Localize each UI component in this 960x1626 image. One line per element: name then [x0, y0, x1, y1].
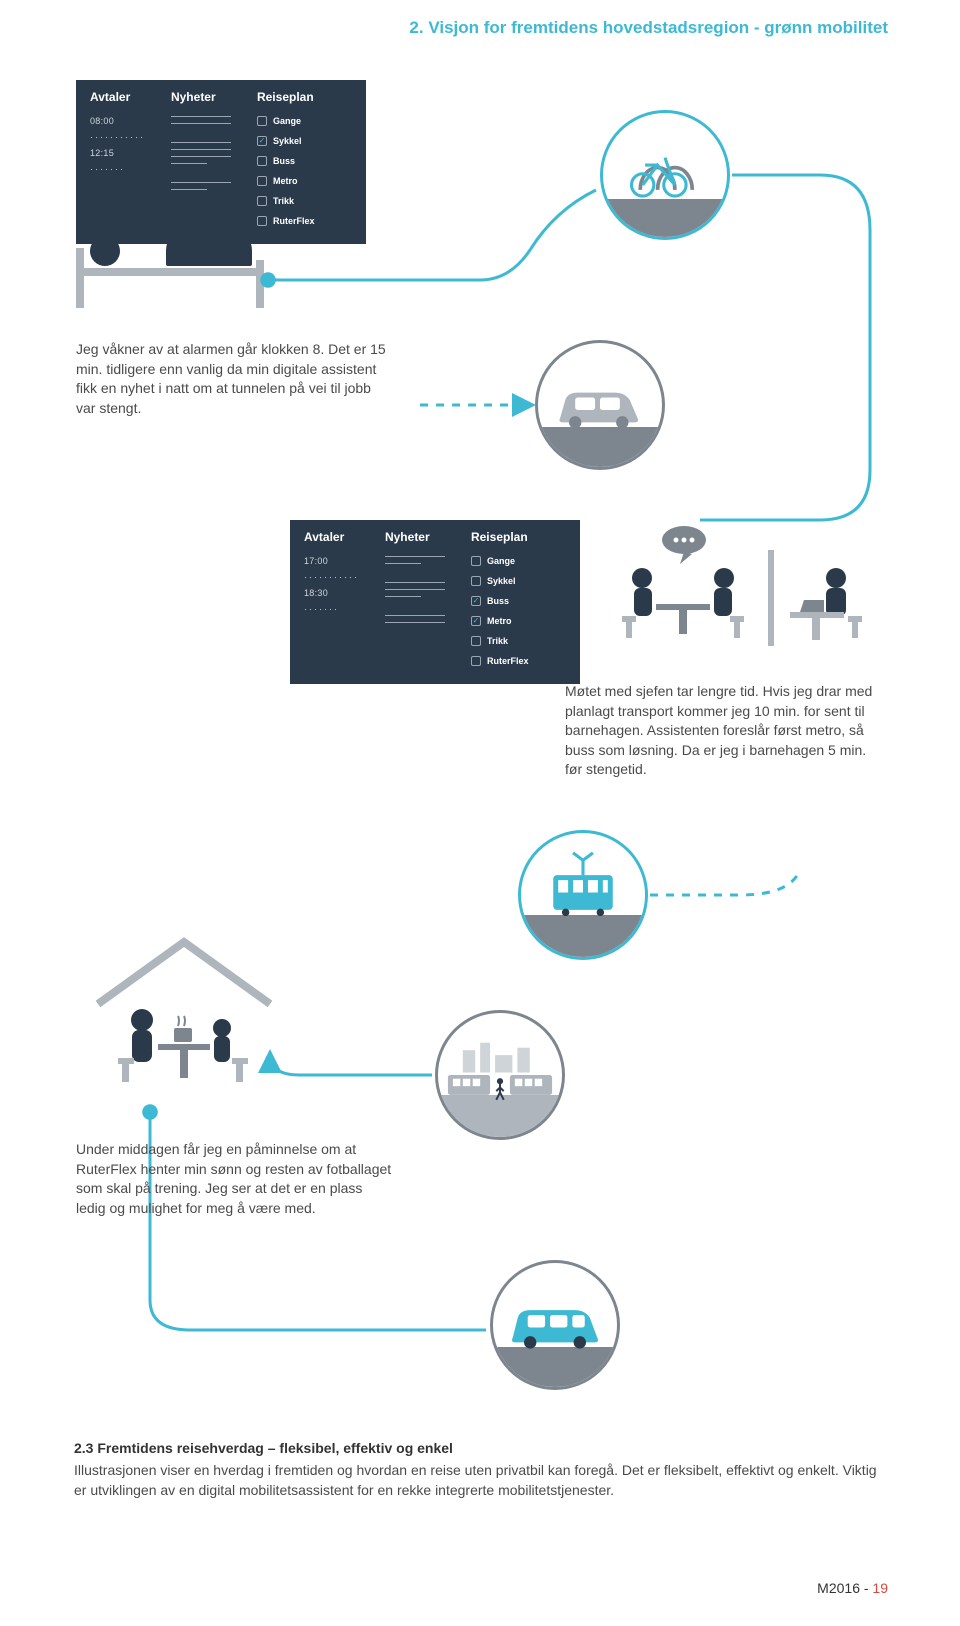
checkbox-icon [257, 176, 267, 186]
car-grey-icon [535, 340, 665, 470]
checkbox-icon [471, 656, 481, 666]
checkbox-icon [257, 216, 267, 226]
plan-item: Gange [471, 556, 529, 566]
minivan-blue-icon [490, 1260, 620, 1390]
footer-heading: 2.3 Fremtidens reisehverdag – fleksibel,… [74, 1440, 453, 1456]
avtaler-time-1: 17:00 [304, 556, 359, 566]
page-title: 2. Visjon for fremtidens hovedstadsregio… [0, 0, 960, 38]
panel1-col-avtaler: Avtaler 08:00 ··········· 12:15 ······· [90, 90, 145, 230]
narrative-morning: Jeg våkner av at alarmen går klokken 8. … [76, 340, 392, 418]
col-header-reiseplan: Reiseplan [471, 530, 529, 544]
plan-item: Metro [257, 176, 315, 186]
plan-item: ✓ Sykkel [257, 136, 315, 146]
panel1-col-reiseplan: Reiseplan Gange ✓ Sykkel Buss Metro Trikk Rute… [257, 90, 315, 230]
plan-item: RuterFlex [471, 656, 529, 666]
plan-item: ✓ Buss [471, 596, 529, 606]
footer-body: Illustrasjonen viser en hverdag i fremti… [74, 1460, 888, 1501]
pagenum-value: 19 [872, 1580, 888, 1596]
plan-item: RuterFlex [257, 216, 315, 226]
panel2-col-nyheter: Nyheter [385, 530, 445, 670]
plan-item-label: Buss [273, 156, 295, 166]
col-header-avtaler: Avtaler [304, 530, 359, 544]
plan-item-label: Sykkel [273, 136, 302, 146]
pagenum-prefix: M2016 - [817, 1580, 872, 1596]
checkbox-icon [257, 196, 267, 206]
panel1-col-nyheter: Nyheter [171, 90, 231, 230]
plan-item: Gange [257, 116, 315, 126]
plan-item-label: Trikk [487, 636, 508, 646]
col-header-nyheter: Nyheter [385, 530, 445, 544]
bike-parking-icon [600, 110, 730, 240]
plan-item: Buss [257, 156, 315, 166]
plan-item: Trikk [257, 196, 315, 206]
checkbox-icon [471, 636, 481, 646]
checkbox-checked-icon: ✓ [471, 616, 481, 626]
plan-item-label: Metro [487, 616, 512, 626]
avtaler-time-1: 08:00 [90, 116, 145, 126]
col-header-nyheter: Nyheter [171, 90, 231, 104]
checkbox-icon [471, 576, 481, 586]
checkbox-icon [257, 156, 267, 166]
checkbox-checked-icon: ✓ [471, 596, 481, 606]
narrative-dinner: Under middagen får jeg en påminnelse om … [76, 1140, 392, 1218]
panel2-col-avtaler: Avtaler 17:00 ··········· 18:30 ······· [304, 530, 359, 670]
col-header-reiseplan: Reiseplan [257, 90, 315, 104]
avtaler-dots: ······· [90, 164, 145, 174]
assistant-panel-afternoon: Avtaler 17:00 ··········· 18:30 ······· … [290, 520, 580, 684]
plan-item-label: Gange [273, 116, 301, 126]
meeting-scene-icon [612, 520, 892, 660]
plan-item-label: Sykkel [487, 576, 516, 586]
narrative-afternoon: Møtet med sjefen tar lengre tid. Hvis je… [565, 682, 887, 780]
panel2-col-reiseplan: Reiseplan Gange Sykkel ✓ Buss ✓ Metro Trikk Rut… [471, 530, 529, 670]
checkbox-checked-icon: ✓ [257, 136, 267, 146]
plan-item-label: Trikk [273, 196, 294, 206]
page-number: M2016 - 19 [817, 1580, 888, 1596]
avtaler-time-2: 18:30 [304, 588, 359, 598]
bed-icon [76, 230, 264, 310]
bus-stop-icon [435, 1010, 565, 1140]
col-header-avtaler: Avtaler [90, 90, 145, 104]
plan-item-label: RuterFlex [487, 656, 529, 666]
dinner-at-home-icon [84, 928, 284, 1108]
plan-item-label: Buss [487, 596, 509, 606]
plan-item-label: Metro [273, 176, 298, 186]
avtaler-dots: ··········· [90, 132, 145, 142]
plan-item: Trikk [471, 636, 529, 646]
plan-item-label: RuterFlex [273, 216, 315, 226]
plan-item: ✓ Metro [471, 616, 529, 626]
checkbox-icon [471, 556, 481, 566]
avtaler-time-2: 12:15 [90, 148, 145, 158]
plan-item: Sykkel [471, 576, 529, 586]
plan-item-label: Gange [487, 556, 515, 566]
assistant-panel-morning: Avtaler 08:00 ··········· 12:15 ······· … [76, 80, 366, 244]
checkbox-icon [257, 116, 267, 126]
tram-icon [518, 830, 648, 960]
